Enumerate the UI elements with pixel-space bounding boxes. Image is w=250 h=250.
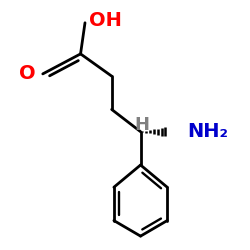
- Text: O: O: [20, 64, 36, 84]
- Text: OH: OH: [90, 11, 122, 30]
- Text: NH₂: NH₂: [187, 122, 228, 141]
- Text: H: H: [134, 116, 150, 134]
